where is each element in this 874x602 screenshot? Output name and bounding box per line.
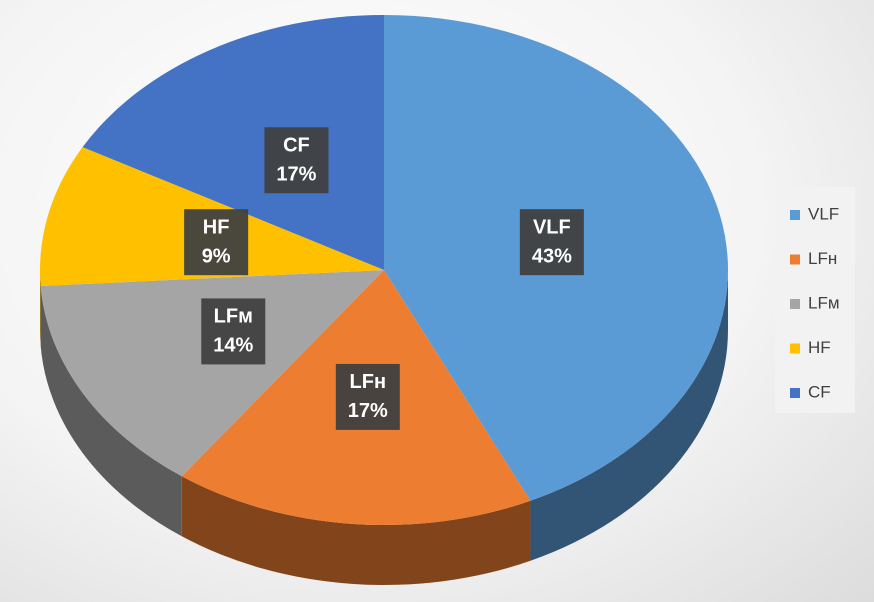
data-label-value: 43% [532,245,572,267]
data-label-box [519,209,584,276]
legend-label: LFм [808,293,840,312]
data-labels: VLF 43% LFн 17% LFм 14% HF 9% CF 17% [184,127,584,430]
data-label-value: 9% [202,245,231,267]
slice [82,15,384,270]
legend-box [775,187,855,413]
data-label-value: 17% [348,400,388,422]
slice [40,270,385,477]
data-label-category: CF [283,135,310,157]
legend: VLF LFн LFм HF CF [790,204,840,401]
data-label-box [264,127,329,194]
data-label-box [201,298,266,365]
slice-side [181,476,531,585]
data-label-category: LFн [350,371,387,393]
data-label-value: 14% [213,335,253,357]
slice-side [530,270,728,561]
legend-label: CF [808,382,831,401]
pie-sides [40,270,728,585]
legend-swatch [790,343,800,354]
data-label-box [335,363,400,430]
slice-side [40,286,182,537]
slice-side [40,270,41,347]
legend-swatch [790,210,800,220]
pie-tops [39,15,728,526]
legend-swatch [790,388,800,398]
legend-swatch [790,299,800,309]
data-label-box [184,209,249,276]
legend-label: HF [808,338,831,357]
legend-swatch [790,254,800,265]
legend-label: VLF [808,204,839,223]
data-label-category: VLF [533,216,571,238]
data-label-value: 17% [276,164,316,186]
legend-label: LFн [808,249,837,268]
data-label-category: LFм [214,306,253,328]
data-label-category: HF [203,216,230,238]
